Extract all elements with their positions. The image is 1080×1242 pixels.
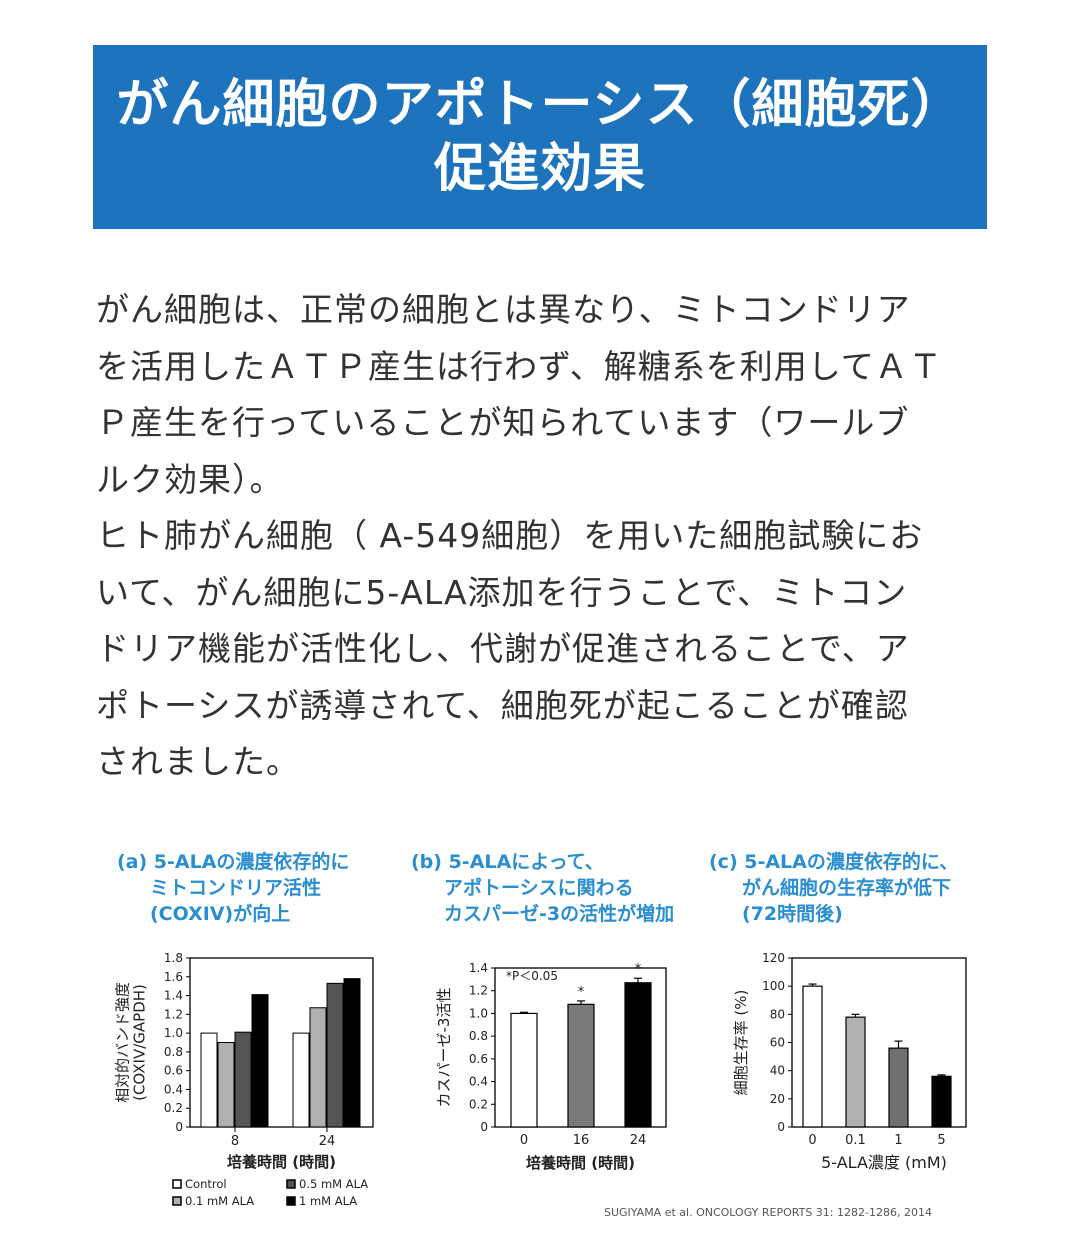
caption-line: ミトコンドリア活性 [150,877,322,899]
chart-b-annotation: *P＜0.05 [506,969,558,983]
legend-swatch [286,1196,296,1206]
y-tick-label: 1.8 [164,951,183,965]
caption-line: カスパーゼ-3の活性が増加 [444,903,675,925]
legend-swatch [286,1179,296,1189]
y-tick-label: 0 [777,1120,785,1134]
caption-line: (b) 5-ALAによって、 [411,851,604,873]
chart-a-ylabel: (COXIV/GAPDH) [131,984,149,1101]
x-tick-label: 1 [894,1133,902,1148]
chart-a-plot-frame [189,957,374,1128]
body-line: ヒト肺がん細胞（ A-549細胞）を用いた細胞試験にお [96,516,924,555]
title-line-2: 促進効果 [433,139,646,199]
y-tick-label: 1.2 [164,1007,183,1021]
chart-c-bar [888,1047,909,1128]
title-line-1: がん細胞のアポトーシス（細胞死） [116,75,964,135]
body-line: ドリア機能が活性化し、代謝が促進されることで、ア [96,629,910,668]
legend-label: 1 mM ALA [299,1194,357,1208]
chart-c-bar [802,985,823,1128]
y-tick-label: 0.6 [469,1052,488,1066]
x-tick-label: 0.1 [845,1133,866,1148]
chart-a-bar [292,1032,310,1128]
y-tick-label: 1.6 [164,970,183,984]
y-tick-label: 0.4 [469,1075,488,1089]
legend-label: Control [185,1177,227,1191]
chart-c-plot-frame [791,957,967,1128]
x-tick-label: 16 [573,1133,590,1148]
chart-b-caption: (b) 5-ALAによって、 アポトーシスに関わる カスパーゼ-3の活性が増加 [411,849,674,927]
chart-a-caption: (a) 5-ALAの濃度依存的に ミトコンドリア活性 (COXIV)が向上 [117,849,349,927]
title-banner: がん細胞のアポトーシス（細胞死） 促進効果 [93,45,987,229]
chart-c-ylabel: 細胞生存率 (%) [732,990,750,1096]
body-line: Ｐ産生を行っていることが知られています（ワールブ [96,403,910,442]
y-tick-label: 0.8 [469,1029,488,1043]
caption-line: (a) 5-ALAの濃度依存的に [117,851,350,873]
x-tick-label: 24 [630,1133,647,1148]
caption-line: がん細胞の生存率が低下 [742,877,952,899]
y-tick-label: 0 [480,1120,488,1134]
caption-line: (72時間後) [742,903,843,925]
legend-swatch [172,1196,182,1206]
body-line: されました。 [96,742,300,781]
body-line: ポトーシスが誘導されて、細胞死が起こることが確認 [96,685,909,725]
chart-b-bar [567,1003,595,1128]
y-tick-label: 60 [770,1036,785,1050]
y-tick-label: 0 [175,1120,183,1134]
chart-a-bar [217,1042,235,1128]
y-tick-label: 1.0 [469,1006,488,1020]
y-tick-label: 1.4 [469,961,488,975]
y-tick-label: 20 [770,1092,785,1106]
chart-a-xlabel: 培養時間 (時間) [227,1153,336,1171]
body-line: がん細胞は、正常の細胞とは異なり、ミトコンドリア [96,290,911,329]
chart-c-caption: (c) 5-ALAの濃度依存的に、 がん細胞の生存率が低下 (72時間後) [709,849,958,927]
legend-swatch [172,1179,182,1189]
y-tick-label: 1.0 [164,1026,183,1040]
body-line: を活用したＡＴＰ産生は行わず、解糖系を利用してＡＴ [96,346,943,386]
caption-line: (COXIV)が向上 [150,903,291,925]
body-paragraph: がん細胞は、正常の細胞とは異なり、ミトコンドリア を活用したＡＴＰ産生は行わず、… [96,282,986,791]
legend-label: 0.1 mM ALA [185,1194,254,1208]
chart-b-ylabel: カスパーゼ-3活性 [435,988,453,1108]
body-line: ルク効果）。 [96,459,284,499]
x-tick-label: 8 [231,1134,239,1149]
x-tick-label: 5 [937,1133,945,1148]
x-tick-label: 0 [808,1133,816,1148]
y-tick-label: 0.2 [469,1097,488,1111]
chart-a-bar [309,1007,327,1128]
y-tick-label: 100 [762,979,785,993]
chart-b-bar [624,982,652,1128]
chart-c-xlabel: 5-ALA濃度 (mM) [821,1153,947,1172]
caption-line: アポトーシスに関わる [444,877,634,899]
significance-mark: * [578,985,585,1000]
chart-b-bar [510,1012,538,1128]
chart-a-ylabel: 相対的バンド強度 [114,982,132,1103]
y-tick-label: 80 [770,1007,785,1021]
y-tick-label: 1.4 [164,989,183,1003]
y-tick-label: 0.8 [164,1045,183,1059]
chart-a-bar [234,1031,252,1128]
y-tick-label: 40 [770,1064,785,1078]
legend-label: 0.5 mM ALA [299,1177,368,1191]
x-tick-label: 24 [319,1134,336,1149]
chart-c-bar [931,1075,952,1128]
y-tick-label: 1.2 [469,984,488,998]
source-citation: SUGIYAMA et al. ONCOLOGY REPORTS 31: 128… [604,1206,932,1219]
x-tick-label: 0 [520,1133,528,1148]
y-tick-label: 0.6 [164,1064,183,1078]
y-tick-label: 0.4 [164,1082,183,1096]
caption-line: (c) 5-ALAの濃度依存的に、 [709,851,959,873]
y-tick-label: 0.2 [164,1101,183,1115]
chart-a-bar [251,994,269,1128]
chart-a-bar [200,1032,218,1128]
chart-a-bar [343,978,361,1128]
chart-b-xlabel: 培養時間 (時間) [526,1154,635,1172]
significance-mark: * [635,962,642,977]
chart-c-bar [845,1016,866,1128]
chart-b-plot-frame [494,967,667,1128]
y-tick-label: 120 [762,951,785,965]
body-line: いて、がん細胞に5-ALA添加を行うことで、ミトコン [96,572,908,612]
chart-a-bar [326,982,344,1128]
